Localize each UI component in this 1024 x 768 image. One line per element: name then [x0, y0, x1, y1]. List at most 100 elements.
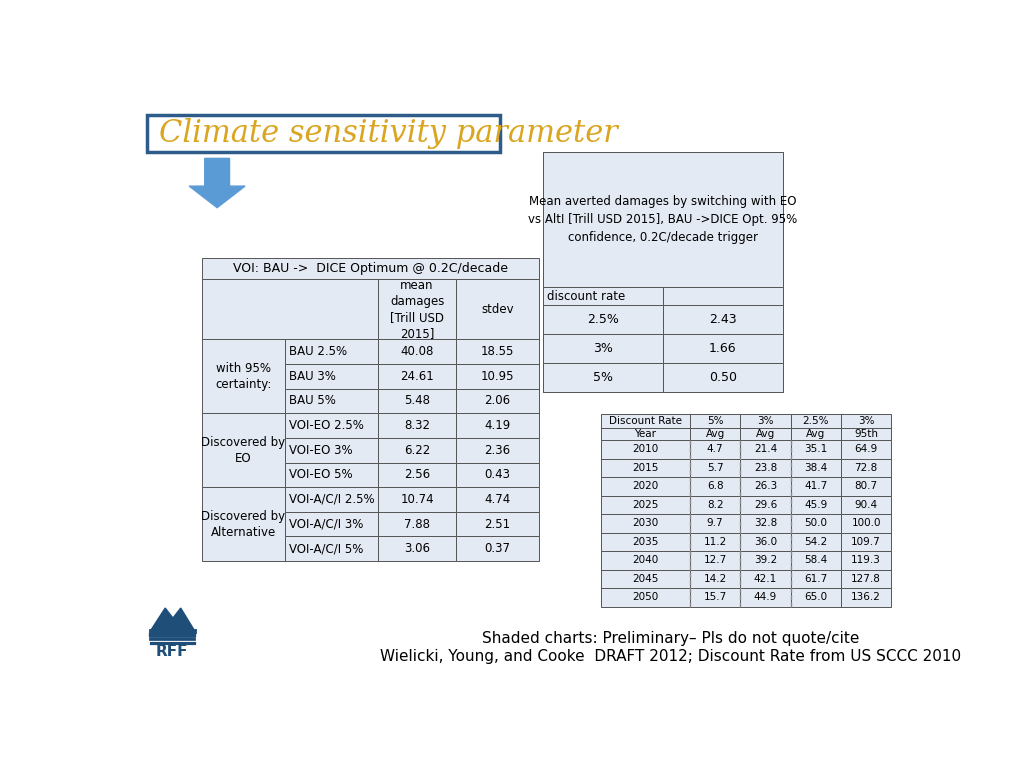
Bar	[378, 462, 456, 487]
Bar	[456, 413, 539, 438]
Text: 40.08: 40.08	[400, 345, 434, 358]
Text: 8.32: 8.32	[404, 419, 430, 432]
Bar	[202, 258, 539, 280]
Text: 2.06: 2.06	[484, 395, 510, 408]
Text: 90.4: 90.4	[855, 500, 878, 510]
Bar	[791, 514, 841, 532]
Text: 61.7: 61.7	[804, 574, 827, 584]
Text: 45.9: 45.9	[804, 500, 827, 510]
Text: 65.0: 65.0	[804, 592, 827, 602]
Text: 36.0: 36.0	[754, 537, 777, 547]
Bar	[456, 364, 539, 389]
Bar	[740, 495, 791, 514]
Bar	[690, 428, 740, 440]
Bar	[791, 414, 841, 428]
Text: 3.06: 3.06	[404, 542, 430, 555]
Text: 8.2: 8.2	[707, 500, 723, 510]
Text: 2020: 2020	[632, 482, 658, 492]
Text: 109.7: 109.7	[851, 537, 881, 547]
Bar	[841, 458, 891, 477]
Bar	[740, 477, 791, 495]
Text: 127.8: 127.8	[851, 574, 881, 584]
Bar	[378, 511, 456, 537]
Text: 6.22: 6.22	[403, 444, 430, 457]
Bar	[601, 495, 690, 514]
Text: Mean averted damages by switching with EO
vs AltI [Trill USD 2015], BAU ->DICE O: Mean averted damages by switching with E…	[528, 195, 798, 244]
Text: stdev: stdev	[481, 303, 514, 316]
Text: 5%: 5%	[707, 416, 723, 426]
Bar	[601, 440, 690, 458]
Text: 10.74: 10.74	[400, 493, 434, 506]
Bar	[456, 487, 539, 511]
Text: 80.7: 80.7	[855, 482, 878, 492]
Bar	[543, 152, 783, 287]
Bar	[286, 389, 378, 413]
Text: 7.88: 7.88	[404, 518, 430, 531]
Bar	[456, 339, 539, 364]
Bar	[690, 440, 740, 458]
Text: 2.43: 2.43	[709, 313, 736, 326]
Bar	[690, 495, 740, 514]
Text: 4.7: 4.7	[707, 445, 723, 455]
Bar	[456, 438, 539, 462]
Text: 4.19: 4.19	[484, 419, 510, 432]
Text: 6.8: 6.8	[707, 482, 723, 492]
Text: Discovered by
EO: Discovered by EO	[202, 435, 286, 465]
Text: Avg: Avg	[706, 429, 725, 439]
Bar	[740, 428, 791, 440]
Bar	[378, 280, 456, 339]
Bar	[690, 551, 740, 570]
Bar	[378, 487, 456, 511]
Bar	[378, 364, 456, 389]
Bar	[791, 495, 841, 514]
Bar	[791, 428, 841, 440]
Bar	[740, 514, 791, 532]
Bar	[456, 280, 539, 339]
Bar	[690, 514, 740, 532]
Text: 9.7: 9.7	[707, 518, 723, 528]
Bar	[202, 487, 286, 561]
Bar	[286, 462, 378, 487]
Bar	[543, 363, 663, 392]
Bar	[841, 428, 891, 440]
Text: 39.2: 39.2	[754, 555, 777, 565]
Bar	[601, 477, 690, 495]
Text: 2035: 2035	[632, 537, 658, 547]
Bar	[456, 462, 539, 487]
Bar	[740, 458, 791, 477]
Text: 64.9: 64.9	[855, 445, 878, 455]
Bar	[456, 511, 539, 537]
Bar	[841, 495, 891, 514]
Bar	[601, 551, 690, 570]
Bar	[601, 570, 690, 588]
Text: 2.51: 2.51	[484, 518, 510, 531]
Text: 35.1: 35.1	[804, 445, 827, 455]
Bar	[286, 438, 378, 462]
Text: VOI-A/C/I 5%: VOI-A/C/I 5%	[289, 542, 364, 555]
Text: 4.74: 4.74	[484, 493, 510, 506]
Text: 10.95: 10.95	[480, 369, 514, 382]
Bar	[601, 514, 690, 532]
Text: VOI: BAU ->  DICE Optimum @ 0.2C/decade: VOI: BAU -> DICE Optimum @ 0.2C/decade	[232, 262, 508, 275]
Bar	[663, 334, 783, 363]
Bar	[663, 287, 783, 306]
Bar	[690, 414, 740, 428]
Bar	[601, 428, 690, 440]
Bar	[202, 280, 378, 339]
Text: 44.9: 44.9	[754, 592, 777, 602]
Bar	[690, 477, 740, 495]
Text: VOI-EO 3%: VOI-EO 3%	[289, 444, 353, 457]
Bar	[791, 440, 841, 458]
Bar	[841, 532, 891, 551]
Text: Climate sensitivity parameter: Climate sensitivity parameter	[159, 118, 617, 149]
Text: Wielicki, Young, and Cooke  DRAFT 2012; Discount Rate from US SCCC 2010: Wielicki, Young, and Cooke DRAFT 2012; D…	[380, 649, 962, 664]
Bar	[543, 334, 663, 363]
Text: 58.4: 58.4	[804, 555, 827, 565]
Text: 38.4: 38.4	[804, 463, 827, 473]
Text: 14.2: 14.2	[703, 574, 727, 584]
Text: 2030: 2030	[632, 518, 658, 528]
Text: 95th: 95th	[854, 429, 879, 439]
Text: 24.61: 24.61	[400, 369, 434, 382]
Text: 2010: 2010	[632, 445, 658, 455]
FancyArrow shape	[189, 158, 245, 207]
